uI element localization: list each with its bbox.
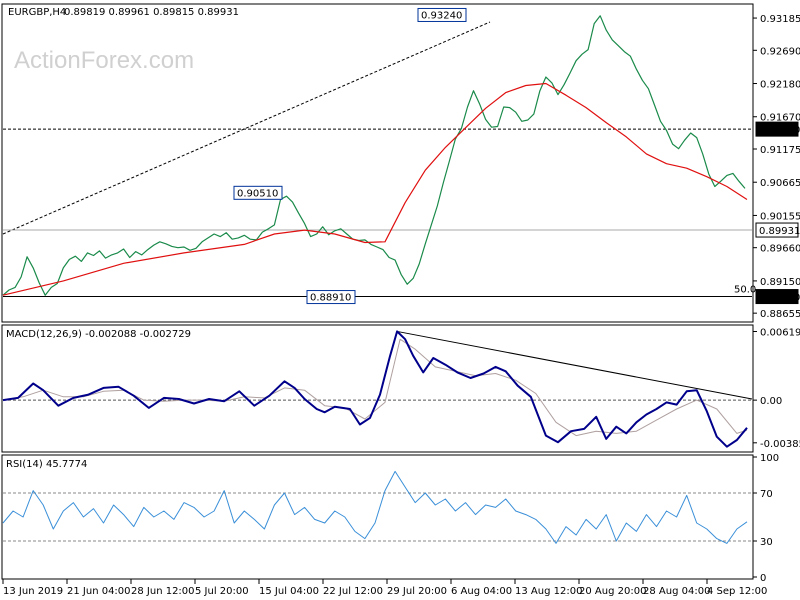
- ohlc-label: 0.89819 0.89961 0.89815 0.89931: [64, 7, 239, 18]
- rsi-panel-frame: [1, 454, 754, 580]
- level-tag: [755, 121, 799, 137]
- macd-series: [2, 330, 753, 448]
- x-tick-label: 13 Jun 2019: [3, 586, 63, 597]
- macd-line: [2, 330, 748, 448]
- y-tick-label: 0.90665: [760, 178, 800, 189]
- price-annotation-box: [306, 290, 356, 305]
- x-tick-label: 5 Jul 20:00: [195, 586, 249, 597]
- trend-line-dashed: [2, 21, 491, 235]
- chart-header: EURGBP,H4 0.89819 0.89961 0.89815 0.8993…: [8, 7, 239, 18]
- rsi-y-axis: 100 70 30 0: [753, 453, 779, 584]
- y-tick-label: 0.88655: [760, 309, 800, 320]
- y-tick-label: 0.89150: [760, 277, 800, 288]
- price-panel-frame: [1, 3, 754, 323]
- price-line: [2, 15, 746, 296]
- x-tick-label: 21 Jun 04:00: [67, 586, 131, 597]
- macd-title: MACD(12,26,9) -0.002088 -0.002729: [6, 329, 191, 340]
- y-tick-label: 100: [760, 453, 779, 464]
- rsi-line: [2, 470, 748, 544]
- symbol-label: EURGBP,H4: [8, 7, 66, 18]
- x-tick-label: 20 Aug 20:00: [579, 586, 646, 597]
- price-annotations: 0.93240 0.90510 0.88910: [233, 7, 467, 305]
- x-tick-label: 29 Jul 20:00: [387, 586, 447, 597]
- y-tick-label: -0.003851: [760, 439, 800, 450]
- price-annotation-label: 0.93240: [421, 10, 462, 21]
- price-annotation-label: 0.90510: [237, 188, 278, 199]
- x-tick-label: 15 Jul 04:00: [259, 586, 319, 597]
- ema-line: [2, 82, 748, 296]
- y-tick-label: 0: [760, 573, 766, 584]
- x-tick-label: 4 Sep 12:00: [707, 586, 767, 597]
- y-tick-label: 0.00: [760, 396, 782, 407]
- y-tick-label: 0.92180: [760, 80, 800, 91]
- watermark: ActionForex.com: [14, 47, 194, 74]
- fib-label: 50.0: [734, 285, 756, 296]
- y-tick-label: 0.006195: [760, 327, 800, 338]
- macd-trend-line: [397, 330, 753, 400]
- rsi-series: [2, 470, 752, 544]
- x-tick-label: 28 Aug 04:00: [643, 586, 710, 597]
- x-tick-label: 28 Jun 12:00: [131, 586, 195, 597]
- y-tick-label: 30: [760, 537, 773, 548]
- price-annotation-box: [233, 185, 283, 200]
- y-tick-label: 0.89660: [760, 244, 800, 255]
- x-axis: 13 Jun 2019 21 Jun 04:00 28 Jun 12:00 5 Jul…: [2, 579, 767, 597]
- y-tick-label: 0.90155: [760, 211, 800, 222]
- y-tick-label: 0.91175: [760, 145, 800, 156]
- level-tag-label: 0.88910: [759, 293, 800, 304]
- y-tick-label: 0.91670: [760, 113, 800, 124]
- level-tag-label: 0.89931: [759, 226, 800, 237]
- y-tick-label: 70: [760, 489, 773, 500]
- price-annotation-box: [417, 7, 467, 22]
- y-tick-label: 0.92690: [760, 46, 800, 57]
- x-tick-label: 6 Aug 04:00: [451, 586, 512, 597]
- price-y-axis: 0.93185 0.92690 0.92180 0.91670 0.91175 0.906…: [753, 14, 800, 320]
- x-tick-label: 13 Aug 12:00: [515, 586, 582, 597]
- level-tag: [755, 289, 799, 305]
- macd-y-axis: 0.006195 0.00 -0.003851: [753, 327, 800, 450]
- level-tag-label: 0.91480: [759, 125, 800, 136]
- rsi-title: RSI(14) 45.7774: [6, 459, 87, 470]
- x-tick-label: 22 Jul 12:00: [323, 586, 383, 597]
- y-tick-label: 0.93185: [760, 14, 800, 25]
- macd-panel-frame: [1, 324, 754, 453]
- price-annotation-label: 0.88910: [310, 293, 351, 304]
- level-tag: [755, 222, 799, 238]
